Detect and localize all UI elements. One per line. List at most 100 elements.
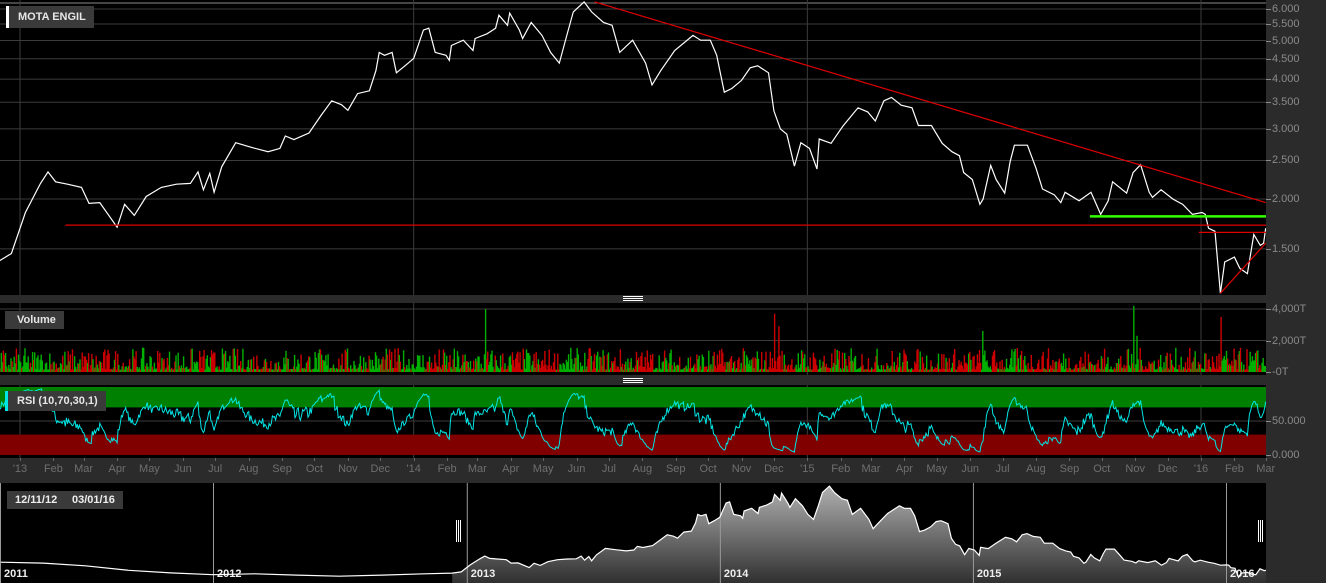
volume-bar — [1107, 357, 1109, 372]
volume-bar — [77, 363, 79, 372]
volume-bar — [881, 369, 884, 372]
volume-bar — [876, 348, 878, 372]
volume-bar — [717, 364, 720, 372]
x-axis-tick — [642, 458, 644, 461]
volume-bar — [544, 350, 546, 372]
volume-bar — [875, 355, 877, 372]
x-axis-tick — [543, 458, 545, 461]
x-axis-label: Dec — [764, 463, 784, 475]
volume-bar — [988, 368, 990, 372]
volume-bar — [424, 369, 426, 372]
volume-bar — [407, 368, 409, 372]
volume-bar — [306, 360, 309, 372]
price-chart[interactable] — [0, 0, 1266, 295]
volume-bar — [744, 365, 747, 372]
volume-bar — [305, 362, 308, 372]
volume-bar — [976, 354, 979, 372]
volume-bar — [70, 369, 73, 372]
volume-bar — [1056, 369, 1058, 372]
x-axis-label: Sep — [665, 463, 686, 475]
volume-bar — [1045, 369, 1048, 372]
volume-bar — [1147, 368, 1149, 372]
volume-bar — [1122, 368, 1124, 372]
price-panel[interactable] — [0, 0, 1266, 295]
navigator-right-handle[interactable] — [1258, 520, 1264, 542]
volume-bar — [951, 362, 954, 372]
range-start-date[interactable]: 12/11/12 — [7, 491, 66, 509]
volume-bar — [97, 368, 100, 372]
volume-bar — [257, 365, 259, 372]
price-axis-label: 2.000 — [1272, 193, 1300, 206]
rsi-label-text: RSI (10,70,30,1) — [17, 395, 98, 407]
navigator-panel[interactable]: 2011 2012 2013 2014 2015 2016 — [0, 483, 1266, 583]
volume-bar — [377, 368, 379, 372]
volume-bar — [308, 356, 310, 372]
volume-bar — [312, 369, 314, 372]
volume-bar — [399, 361, 401, 372]
volume-bar — [1073, 368, 1076, 372]
x-axis-tick — [149, 458, 151, 461]
volume-bar — [822, 361, 824, 372]
volume-bar — [1002, 369, 1004, 372]
volume-bar — [511, 352, 514, 372]
volume-bar — [482, 369, 485, 372]
volume-bar — [278, 366, 281, 372]
volume-bar — [1057, 361, 1059, 372]
volume-bar — [745, 355, 748, 372]
volume-bar — [688, 368, 691, 372]
volume-bar — [396, 361, 398, 372]
volume-bar — [183, 368, 186, 372]
volume-bar — [945, 357, 947, 372]
resize-grip[interactable] — [623, 296, 643, 302]
navigator-chart[interactable]: 2011 2012 2013 2014 2015 2016 — [0, 483, 1266, 583]
volume-bar — [369, 359, 371, 372]
volume-bar — [1067, 369, 1069, 372]
volume-bar — [373, 369, 376, 372]
volume-bar — [1047, 348, 1050, 372]
volume-bar — [1066, 367, 1068, 372]
volume-bar — [1212, 362, 1215, 372]
volume-bar — [476, 361, 478, 372]
volume-bar — [345, 352, 348, 372]
volume-bar — [420, 367, 422, 372]
resize-grip[interactable] — [623, 378, 643, 384]
volume-chart[interactable] — [0, 303, 1266, 375]
x-axis-tick — [675, 458, 677, 461]
volume-bar — [444, 364, 447, 372]
volume-bar — [151, 366, 153, 372]
rsi-chart[interactable] — [0, 385, 1266, 458]
volume-bar — [276, 369, 279, 372]
volume-bar — [754, 357, 756, 372]
volume-bar — [177, 352, 179, 372]
volume-bar — [783, 354, 785, 372]
volume-bar — [313, 368, 315, 372]
volume-panel[interactable] — [0, 303, 1266, 375]
volume-bar — [488, 364, 490, 372]
navigator-left-handle[interactable] — [456, 520, 462, 542]
volume-bar — [734, 360, 736, 372]
volume-bar — [397, 348, 399, 372]
volume-bar — [639, 366, 641, 372]
volume-bar — [1087, 353, 1090, 372]
volume-bar — [812, 352, 815, 372]
volume-bar — [778, 326, 780, 372]
volume-bar — [749, 360, 751, 372]
panel-divider-2[interactable] — [0, 375, 1266, 385]
volume-bar — [175, 355, 177, 372]
volume-bar — [723, 366, 725, 372]
range-end-date[interactable]: 03/01/16 — [64, 491, 123, 509]
x-axis-tick — [1234, 458, 1236, 461]
volume-bar — [509, 355, 512, 372]
x-axis-tick — [83, 458, 85, 461]
volume-bar — [242, 348, 244, 372]
volume-bar — [271, 369, 273, 372]
volume-bar — [838, 351, 840, 372]
volume-bar — [454, 367, 457, 372]
volume-bar — [722, 352, 724, 372]
volume-bar — [531, 365, 533, 372]
volume-bar — [556, 369, 558, 372]
rsi-panel[interactable] — [0, 385, 1266, 458]
panel-divider-1[interactable] — [0, 295, 1266, 303]
volume-bar — [687, 357, 689, 372]
volume-bar — [1096, 363, 1098, 372]
